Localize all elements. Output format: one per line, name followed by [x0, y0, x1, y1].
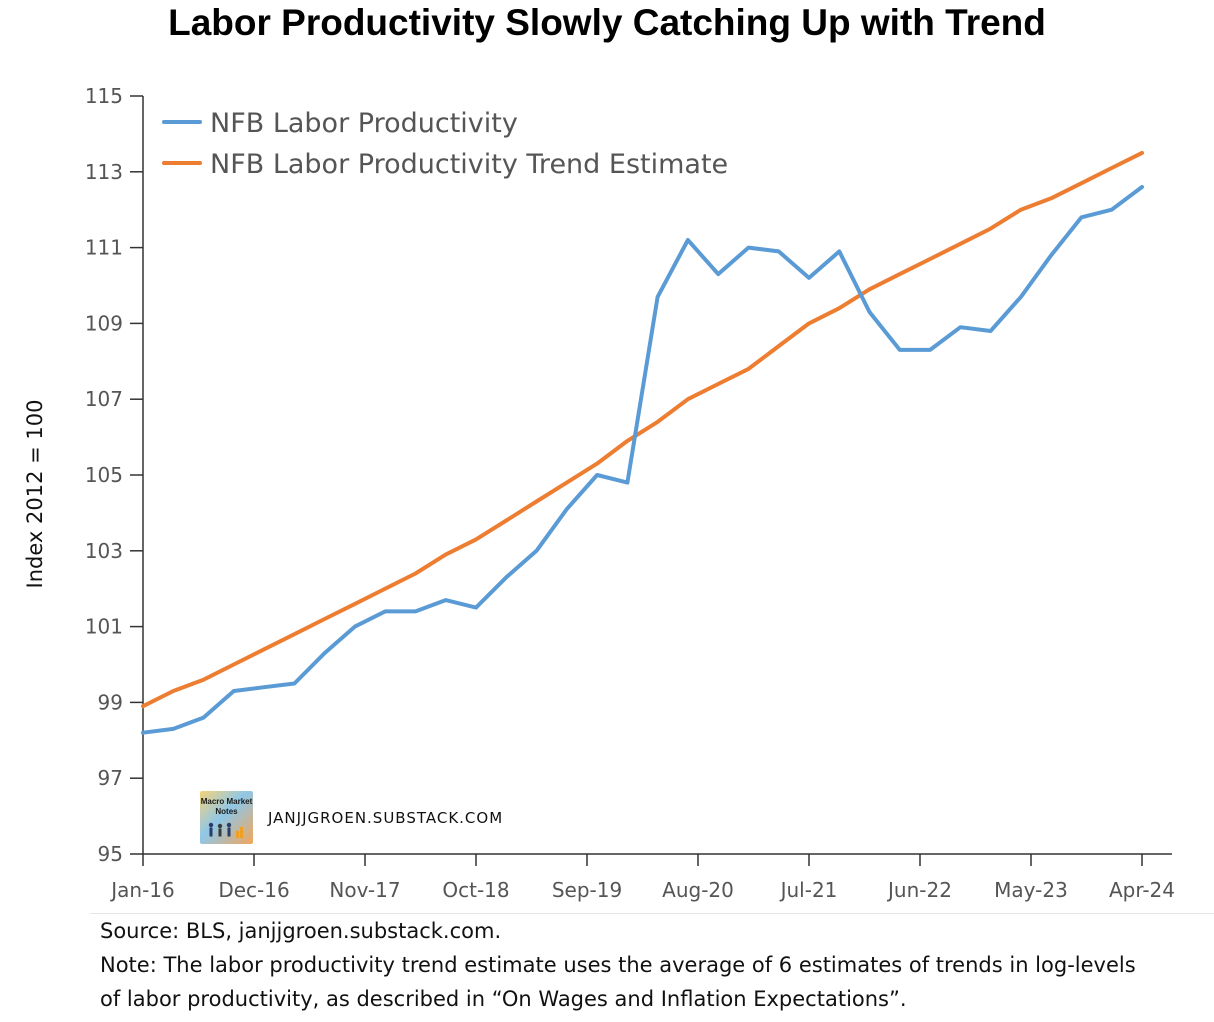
- axes: [130, 95, 1172, 866]
- logo-figures-icon: [208, 822, 243, 838]
- x-tick-label: Nov-17: [329, 878, 400, 902]
- x-tick-label: Jul-21: [779, 878, 838, 902]
- line-chart: 95 97 99 101 103 105 107 109 111 113 115 Jan-16 Dec…: [23, 84, 1175, 902]
- y-tick-label: 109: [85, 311, 123, 335]
- x-tick-label: Dec-16: [218, 878, 289, 902]
- legend-label: NFB Labor Productivity Trend Estimate: [210, 149, 728, 180]
- y-tick-label: 95: [98, 842, 123, 866]
- note-line-1: Note: The labor productivity trend estim…: [100, 953, 1136, 977]
- series-line-nfb-labor-productivity: [141, 185, 1144, 735]
- legend: NFB Labor Productivity NFB Labor Producti…: [162, 108, 728, 180]
- footer: Source: BLS, janjjgroen.substack.com. No…: [100, 914, 1136, 1016]
- y-tick-label: 115: [85, 84, 123, 108]
- x-tick-label: Jun-22: [886, 878, 952, 902]
- y-tick-label: 103: [85, 539, 123, 563]
- x-tick-label: May-23: [994, 878, 1068, 902]
- y-tick-label: 97: [98, 766, 123, 790]
- y-tick-label: 105: [85, 463, 123, 487]
- y-axis-label: Index 2012 = 100: [23, 400, 47, 589]
- divider: [90, 913, 1214, 914]
- source-note: Source: BLS, janjjgroen.substack.com.: [100, 919, 502, 943]
- macro-market-notes-logo: Macro Market Notes: [200, 791, 253, 844]
- x-tick-label: Oct-18: [442, 878, 509, 902]
- x-tick-label: Sep-19: [552, 878, 622, 902]
- chart-title: Labor Productivity Slowly Catching Up wi…: [168, 2, 1046, 43]
- x-tick-label: Apr-24: [1109, 878, 1175, 902]
- y-tick-label: 101: [85, 615, 123, 639]
- y-tick-label: 99: [98, 690, 123, 714]
- y-tick-label: 113: [85, 160, 123, 184]
- logo-text: Macro Market Notes: [200, 797, 253, 816]
- x-tick-label: Jan-16: [109, 878, 175, 902]
- x-tick-labels: Jan-16 Dec-16 Nov-17 Oct-18 Sep-19 Aug-20 Jul-…: [109, 878, 1175, 902]
- x-tick-label: Aug-20: [662, 878, 734, 902]
- note-line-2: of labor productivity, as described in “…: [100, 987, 907, 1011]
- y-tick-label: 111: [85, 236, 123, 260]
- legend-label: NFB Labor Productivity: [210, 108, 518, 139]
- y-tick-labels: 95 97 99 101 103 105 107 109 111 113 115: [85, 84, 123, 866]
- y-tick-label: 107: [85, 387, 123, 411]
- series-layer: [141, 150, 1144, 735]
- watermark-site: JANJJGROEN.SUBSTACK.COM: [268, 809, 504, 827]
- series-line-nfb-labor-productivity-trend-estimate: [141, 150, 1144, 709]
